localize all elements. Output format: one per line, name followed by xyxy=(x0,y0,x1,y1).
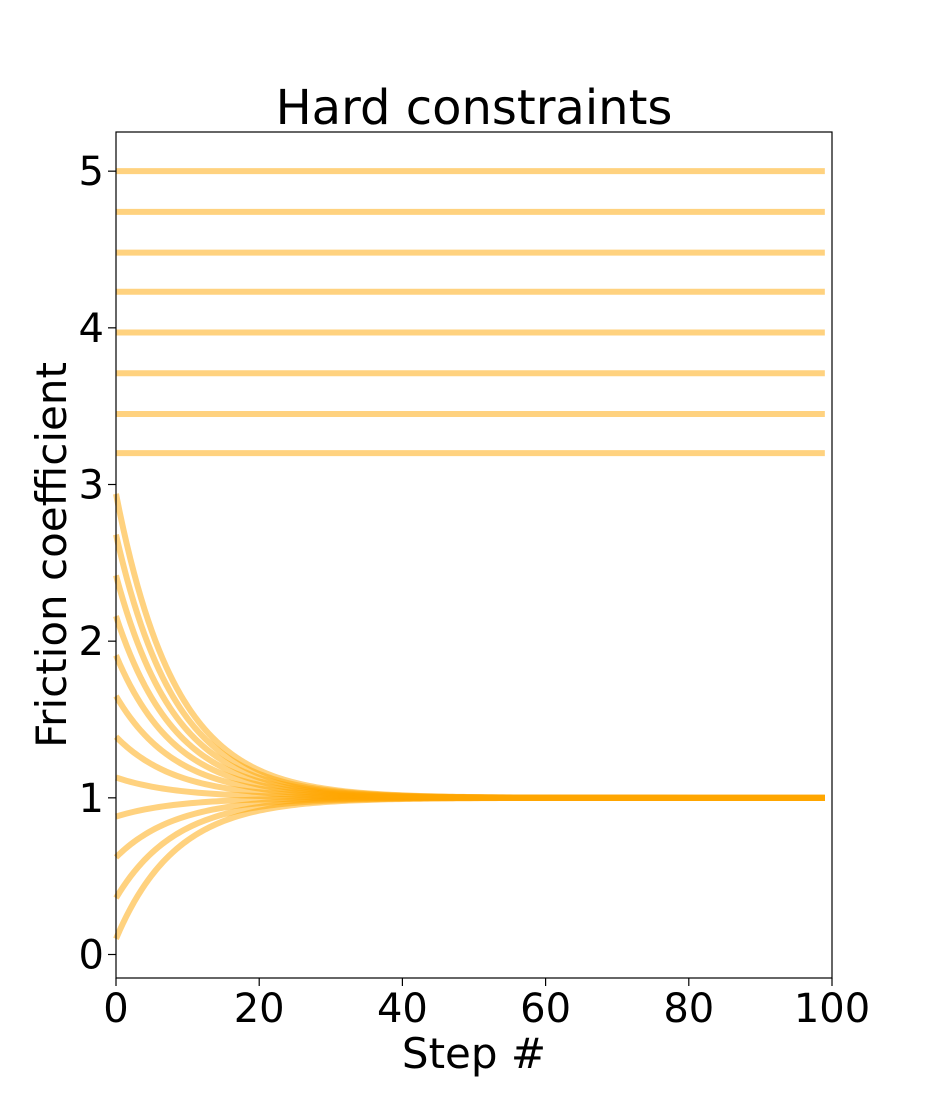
converging-series-line-8 xyxy=(113,654,825,801)
y-axis-label: Friction coefficient xyxy=(27,362,76,748)
converging-series-line-12 xyxy=(113,493,825,801)
plot-frame xyxy=(115,131,833,979)
converging-series-line-2 xyxy=(113,794,825,900)
y-tick-label: 1 xyxy=(79,776,104,822)
x-axis-ticks: 0 20 40 60 80 100 xyxy=(103,978,870,1032)
x-tick-label: 40 xyxy=(377,986,428,1032)
converging-series-line-1 xyxy=(113,794,825,941)
y-tick-label: 2 xyxy=(79,619,104,665)
x-tick-label: 20 xyxy=(234,986,285,1032)
y-axis-ticks: 0 1 2 3 4 5 xyxy=(79,149,116,979)
x-tick-label: 80 xyxy=(663,986,714,1032)
converging-series-line-9 xyxy=(113,615,825,801)
y-tick-label: 0 xyxy=(79,933,104,979)
y-tick-label: 5 xyxy=(79,149,104,195)
x-tick-label: 100 xyxy=(794,986,870,1032)
y-tick-label: 3 xyxy=(79,463,104,509)
x-tick-label: 0 xyxy=(103,986,128,1032)
y-tick-label: 4 xyxy=(79,306,104,352)
converging-series-line-3 xyxy=(113,794,825,860)
x-axis-label: Step # xyxy=(402,1029,546,1078)
chart-title: Hard constraints xyxy=(276,80,673,136)
series-layer xyxy=(113,168,825,941)
x-tick-label: 60 xyxy=(520,986,571,1032)
